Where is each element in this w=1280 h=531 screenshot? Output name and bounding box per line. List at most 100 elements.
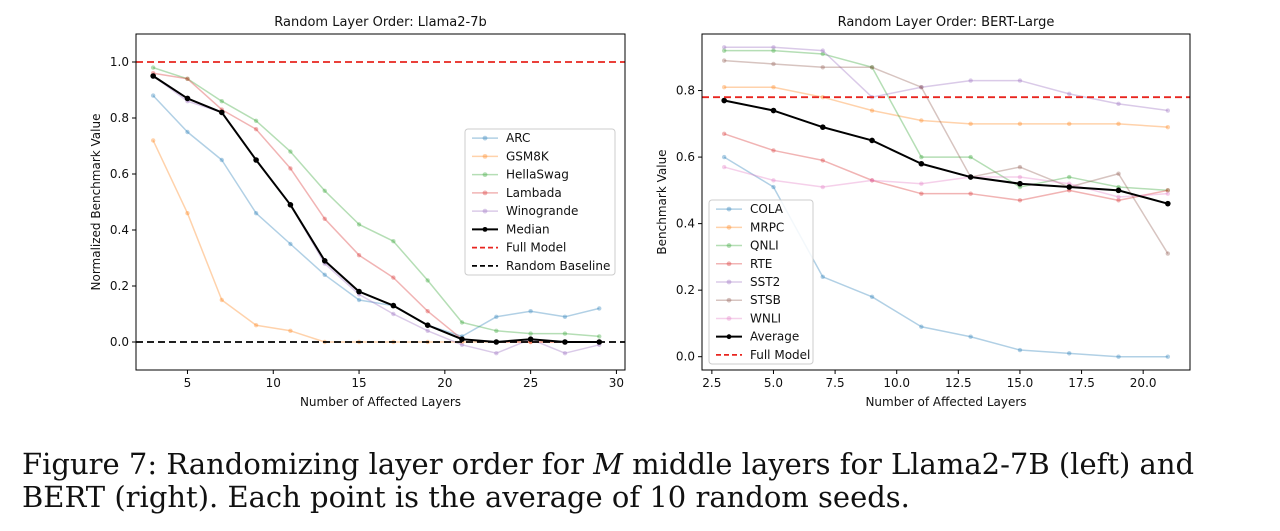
legend-entry-gsm8k: GSM8K	[472, 149, 550, 163]
legend-entry-random-baseline: Random Baseline	[472, 259, 610, 273]
y-axis-label: Benchmark Value	[655, 149, 669, 254]
data-point-qnli	[820, 51, 825, 57]
data-point-mrpc	[1067, 121, 1072, 127]
data-point-cola	[1067, 351, 1072, 356]
data-point-stsb	[721, 58, 727, 63]
legend-entry-winogrande: Winogrande	[472, 204, 578, 218]
data-point-arc	[219, 157, 224, 163]
data-point-cola	[771, 184, 776, 190]
data-point-stsb	[820, 65, 825, 70]
data-point-qnli	[968, 154, 973, 160]
x-axis-label: Number of Affected Layers	[300, 395, 461, 409]
data-point-median	[184, 95, 191, 102]
y-tick-label: 0.6	[676, 150, 695, 164]
x-tick-label: 5.0	[764, 376, 783, 390]
data-point-arc	[253, 211, 259, 216]
data-point-cola	[820, 274, 825, 280]
data-point-median	[527, 336, 534, 343]
plot-frame	[701, 33, 1191, 371]
data-point-sst2	[820, 48, 825, 53]
series-line-arc	[152, 95, 600, 338]
data-point-hellaswag	[528, 331, 533, 336]
data-point-cola	[968, 334, 973, 339]
data-point-lambada	[288, 166, 293, 171]
series-line-hellaswag	[152, 66, 600, 338]
data-point-wnli	[869, 178, 875, 183]
data-point-hellaswag	[185, 76, 190, 82]
data-point-lambada	[425, 309, 430, 314]
legend-entry-qnli: QNLI	[716, 239, 779, 253]
legend-entry-sst2: SST2	[716, 275, 780, 289]
legend-entry-wnli: WNLI	[716, 311, 781, 325]
legend-label: HellaSwag	[506, 168, 569, 182]
data-point-sst2	[721, 45, 727, 50]
data-point-sst2	[1067, 91, 1072, 97]
data-point-mrpc	[1165, 124, 1171, 130]
x-tick-label: 15.0	[1007, 376, 1034, 390]
data-point-hellaswag	[150, 65, 156, 70]
data-point-cola	[721, 154, 727, 160]
data-point-median	[253, 157, 259, 163]
data-point-wnli	[1017, 174, 1023, 180]
y-axis-label: Normalized Benchmark Value	[89, 114, 103, 291]
data-point-average	[819, 124, 826, 130]
legend-entry-mrpc: MRPC	[716, 220, 784, 234]
data-point-stsb	[869, 65, 875, 70]
x-tick-label: 7.5	[826, 376, 845, 390]
data-point-hellaswag	[288, 149, 293, 154]
x-tick-label: 17.5	[1068, 376, 1095, 390]
data-point-mrpc	[820, 95, 825, 100]
legend-label: GSM8K	[506, 149, 550, 163]
data-point-winogrande	[425, 328, 430, 333]
legend-swatch-marker	[482, 135, 488, 141]
data-point-sst2	[968, 78, 973, 83]
x-tick-label: 25	[523, 376, 538, 390]
data-point-qnli	[1165, 188, 1171, 193]
data-point-winogrande	[459, 342, 465, 347]
legend: ARC GSM8K HellaSwag Lambada Winogrande Median…	[464, 128, 616, 276]
legend-entry-stsb: STSB	[716, 293, 781, 307]
series-line-sst2	[724, 46, 1168, 112]
legend-label: Winogrande	[506, 204, 578, 218]
data-point-cola	[1116, 354, 1121, 359]
caption-prefix: Figure 7: Randomizing layer order for	[22, 447, 594, 481]
data-point-median	[218, 109, 225, 116]
data-point-hellaswag	[459, 320, 465, 325]
data-point-hellaswag	[322, 188, 327, 193]
data-point-hellaswag	[391, 239, 396, 244]
legend-swatch-marker	[726, 297, 732, 303]
series-line-median	[152, 75, 600, 343]
legend-swatch-marker	[482, 190, 488, 196]
x-tick-label: 20	[437, 376, 452, 390]
y-tick-label: 0.2	[676, 283, 695, 297]
data-point-average	[918, 160, 925, 167]
series-line-rte	[723, 133, 1168, 202]
legend-label: Random Baseline	[506, 259, 610, 273]
data-point-wnli	[771, 178, 776, 183]
data-point-hellaswag	[425, 278, 430, 283]
data-point-qnli	[919, 154, 924, 160]
legend-entry-cola: COLA	[716, 202, 784, 216]
data-point-arc	[528, 309, 533, 314]
legend-label: STSB	[750, 293, 781, 307]
data-point-rte	[820, 158, 825, 163]
data-point-lambada	[391, 275, 396, 280]
data-point-lambada	[253, 127, 259, 132]
data-point-median	[459, 336, 465, 343]
figure: Random Layer Order: Llama2-7b 5 10 15 20 25 30…	[89, 15, 1191, 409]
legend-entry-arc: ARC	[472, 131, 530, 145]
legend-label: RTE	[750, 257, 772, 271]
data-point-stsb	[919, 85, 924, 90]
data-point-median	[321, 258, 328, 264]
y-tick-label: 0.2	[110, 279, 129, 293]
data-point-sst2	[1017, 78, 1023, 83]
data-point-arc	[185, 129, 190, 135]
data-point-hellaswag	[356, 222, 362, 227]
legend-swatch-marker	[726, 316, 732, 321]
legend-label: Lambada	[506, 186, 562, 200]
data-point-lambada	[356, 253, 362, 258]
data-point-rte	[771, 148, 776, 153]
legend-label: Median	[506, 222, 550, 236]
data-point-rte	[1017, 198, 1023, 203]
data-point-average	[1017, 180, 1023, 187]
